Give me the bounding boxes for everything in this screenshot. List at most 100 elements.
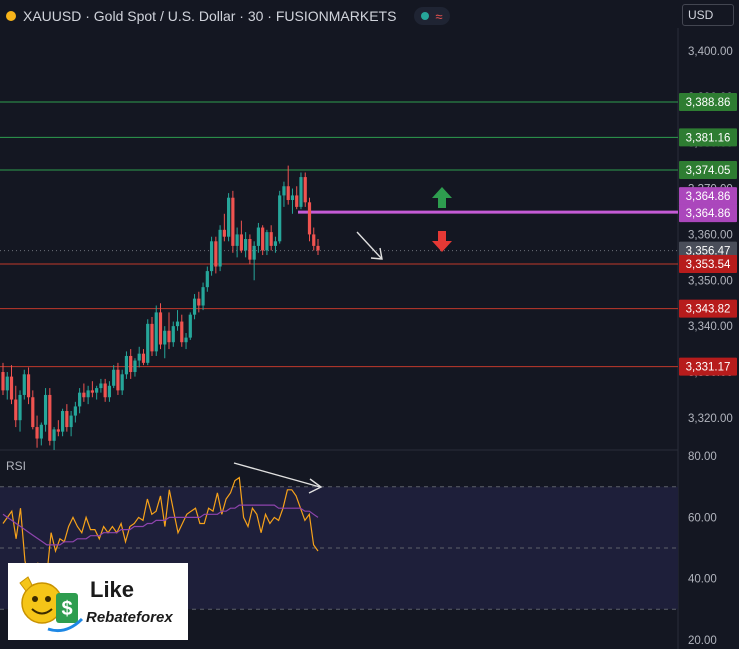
candle-body [307,202,312,235]
candle-body [214,241,218,267]
candle-body [146,323,150,363]
candle-body [107,385,112,398]
candle-body [201,287,205,306]
trend-arrow-line [356,231,382,259]
candle-body [188,314,192,338]
thumbs-up-emoji-icon: $ [19,576,84,633]
divergence-arrow-line [233,462,321,488]
candle-body [78,392,82,407]
candle-body [265,232,269,251]
support-price-tag-bg [679,357,737,376]
candle-body [269,232,273,246]
candle-body [65,411,69,428]
candle-body [252,245,256,260]
candle-body [95,388,99,393]
rsi-ma-line [2,504,319,546]
status-badges[interactable]: ≈ [414,7,450,25]
candle-body [312,234,316,246]
candle-body [218,229,222,267]
resistance-price-tag: 3,381.16 [686,132,731,144]
resistance-price-tag-bg [679,160,737,179]
candle-body [154,312,158,352]
candle-body [244,239,248,251]
candle-body [295,195,299,207]
candle-body [197,298,201,306]
candle-body [116,369,120,391]
support-price-tag: 3,331.17 [686,362,731,374]
entry-price-tag-2-bg [679,204,737,223]
data-delay-icon: ≈ [435,8,443,24]
candle-body [60,411,65,432]
candle-body [235,234,239,246]
candle-body [286,186,290,201]
candle-body [278,195,282,242]
entry-price-tag-2: 3,364.86 [686,208,731,220]
candle-body [35,427,39,439]
logo-brand-text: Rebateforex [86,609,173,626]
price-levels [0,101,678,368]
candle-body [56,429,60,432]
support-price-tag-bg [679,255,737,274]
rsi-indicator-label[interactable]: RSI [6,459,27,473]
logo-like-text: Like [90,577,135,602]
candle-body [120,374,124,391]
chart-header: XAUUSD · Gold Spot / U.S. Dollar · 30 · … [6,6,450,26]
entry-price-tag: 3,364.86 [686,191,731,203]
candle-body [82,392,86,398]
candle-body [73,406,77,416]
candle-body [158,312,163,345]
candle-body [180,321,184,343]
rsi-line [2,476,319,589]
candle-body [26,374,31,398]
candle-body [231,197,235,246]
trend-arrow-head [370,247,383,260]
rsi-tick-label: 60.00 [688,512,717,524]
gold-symbol-icon [6,11,16,21]
rsi-tick-label: 40.00 [688,574,717,586]
current-price-tag: 3,356.47 [686,246,731,258]
logo-mark: $ [61,598,72,620]
rsi-tick-label: 80.00 [688,451,717,463]
candle-body [22,374,26,395]
candle-body [1,372,5,391]
candle-body [261,227,265,251]
candle-body [18,394,22,421]
candle-body [227,197,231,237]
candle-body [103,383,107,398]
chart-annotations [233,187,452,494]
price-tick-label: 3,320.00 [688,413,733,425]
candle-body [43,394,48,425]
candle-body [192,298,197,315]
resistance-price-tag-bg [679,93,737,112]
price-tick-label: 3,350.00 [688,275,733,287]
candle-body [303,177,307,203]
candle-body [99,383,103,389]
candle-body [290,195,295,201]
currency-selector[interactable]: USD [682,4,734,26]
candle-body [316,245,320,251]
support-price-tag-bg [679,299,737,318]
divergence-arrow-head [308,478,323,494]
candle-body [137,353,141,361]
price-tick-label: 3,360.00 [688,229,733,241]
candle-body [171,326,175,343]
red-down-arrow-icon [432,231,452,252]
candle-body [52,429,56,441]
candle-body [39,424,43,439]
candle-body [163,330,167,345]
green-up-arrow-icon [432,187,452,208]
candle-body [175,321,180,327]
candle-body [14,399,18,421]
candle-body [9,376,14,400]
candle-body [69,415,73,428]
candle-body [282,186,286,196]
likerebateforex-logo: $ Like Rebateforex [8,563,188,640]
symbol-title[interactable]: XAUUSD · Gold Spot / U.S. Dollar · 30 · … [23,8,397,24]
candlestick-series [1,165,320,450]
candle-body [112,369,116,386]
candle-body [141,353,146,363]
candle-body [209,241,214,272]
candle-body [167,330,171,343]
candle-body [5,376,9,391]
